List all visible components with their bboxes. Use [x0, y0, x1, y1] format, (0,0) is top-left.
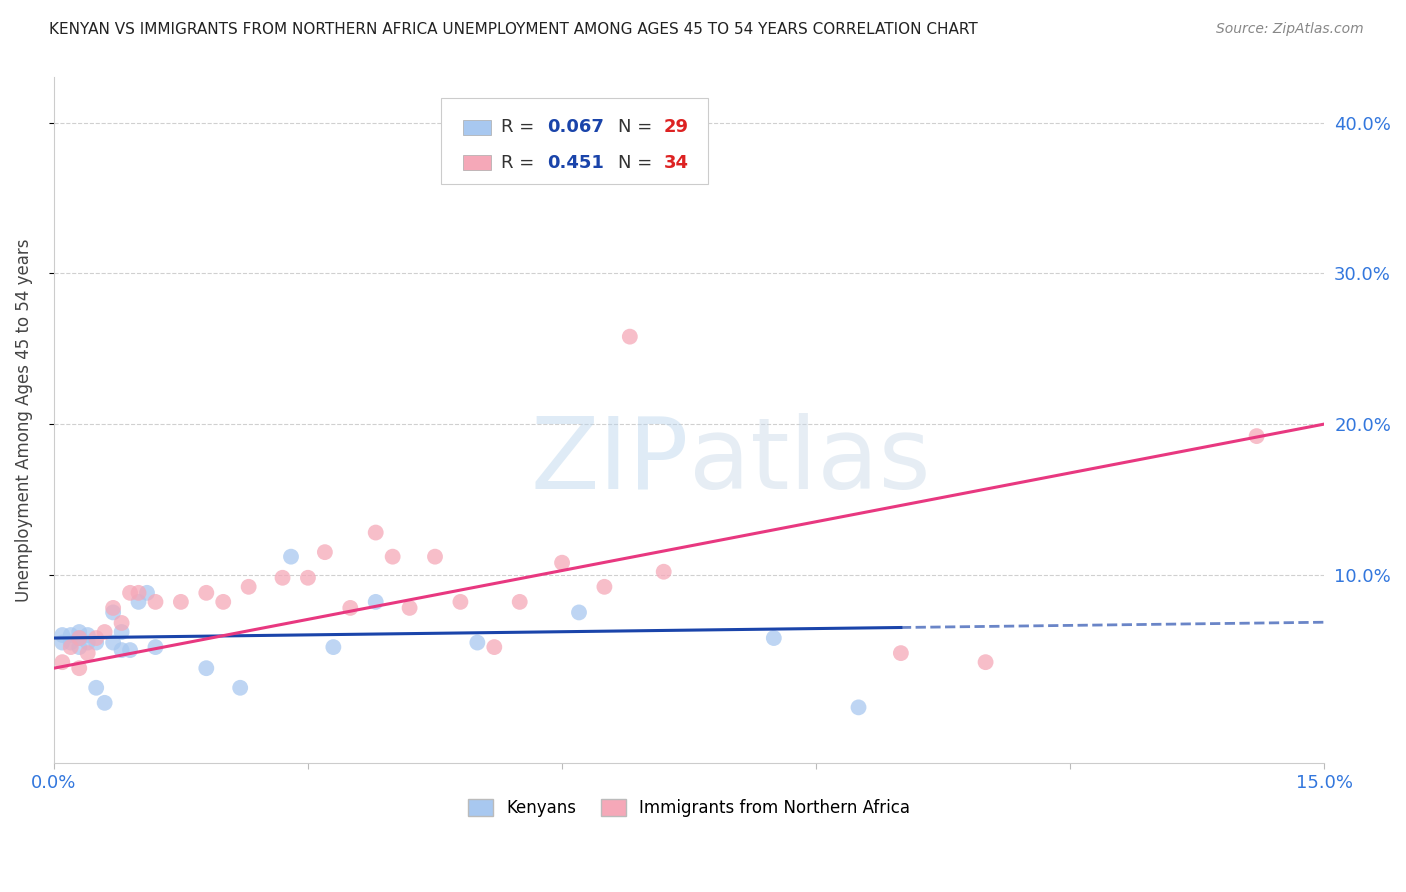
- Point: [762, 631, 785, 645]
- Point: [110, 643, 132, 657]
- Point: [568, 606, 591, 620]
- Point: [195, 586, 218, 600]
- Text: 0.067: 0.067: [547, 119, 603, 136]
- Point: [59, 635, 82, 649]
- Point: [76, 646, 98, 660]
- Y-axis label: Unemployment Among Ages 45 to 54 years: Unemployment Among Ages 45 to 54 years: [15, 238, 32, 602]
- Point: [271, 571, 294, 585]
- Point: [238, 580, 260, 594]
- Point: [364, 595, 387, 609]
- Point: [59, 628, 82, 642]
- Point: [51, 635, 73, 649]
- Point: [51, 655, 73, 669]
- Point: [297, 571, 319, 585]
- Point: [128, 586, 150, 600]
- Point: [67, 631, 90, 645]
- FancyBboxPatch shape: [463, 155, 491, 170]
- Point: [145, 595, 167, 609]
- Point: [101, 606, 124, 620]
- Point: [467, 635, 489, 649]
- Text: Source: ZipAtlas.com: Source: ZipAtlas.com: [1216, 22, 1364, 37]
- Text: ZIP: ZIP: [530, 413, 689, 510]
- Text: N =: N =: [619, 154, 658, 172]
- Point: [110, 615, 132, 630]
- Point: [84, 635, 107, 649]
- Point: [449, 595, 471, 609]
- Text: KENYAN VS IMMIGRANTS FROM NORTHERN AFRICA UNEMPLOYMENT AMONG AGES 45 TO 54 YEARS: KENYAN VS IMMIGRANTS FROM NORTHERN AFRIC…: [49, 22, 979, 37]
- Point: [51, 628, 73, 642]
- Point: [84, 681, 107, 695]
- Point: [381, 549, 404, 564]
- Point: [84, 631, 107, 645]
- Point: [145, 640, 167, 654]
- Text: atlas: atlas: [689, 413, 931, 510]
- Text: 34: 34: [664, 154, 689, 172]
- Point: [890, 646, 912, 660]
- Point: [120, 586, 142, 600]
- Point: [76, 628, 98, 642]
- Point: [128, 595, 150, 609]
- Point: [93, 696, 115, 710]
- Point: [322, 640, 344, 654]
- Point: [76, 635, 98, 649]
- Point: [67, 631, 90, 645]
- FancyBboxPatch shape: [441, 98, 709, 184]
- Point: [67, 640, 90, 654]
- Text: 29: 29: [664, 119, 689, 136]
- Point: [67, 625, 90, 640]
- Point: [423, 549, 446, 564]
- Point: [195, 661, 218, 675]
- Point: [212, 595, 235, 609]
- Point: [848, 700, 870, 714]
- Text: R =: R =: [501, 154, 540, 172]
- Point: [280, 549, 302, 564]
- Point: [398, 601, 420, 615]
- Point: [101, 635, 124, 649]
- Text: 0.451: 0.451: [547, 154, 603, 172]
- Legend: Kenyans, Immigrants from Northern Africa: Kenyans, Immigrants from Northern Africa: [461, 792, 917, 823]
- Point: [364, 525, 387, 540]
- Point: [101, 601, 124, 615]
- Point: [509, 595, 531, 609]
- Point: [593, 580, 616, 594]
- Point: [339, 601, 361, 615]
- Point: [551, 556, 574, 570]
- Point: [314, 545, 336, 559]
- Point: [484, 640, 506, 654]
- Text: N =: N =: [619, 119, 658, 136]
- Point: [93, 625, 115, 640]
- Point: [59, 640, 82, 654]
- Point: [120, 643, 142, 657]
- Text: R =: R =: [501, 119, 540, 136]
- Point: [1246, 429, 1268, 443]
- Point: [974, 655, 997, 669]
- Point: [110, 625, 132, 640]
- Point: [67, 661, 90, 675]
- Point: [136, 586, 159, 600]
- Point: [229, 681, 252, 695]
- FancyBboxPatch shape: [463, 120, 491, 135]
- Point: [619, 329, 641, 343]
- Point: [170, 595, 193, 609]
- Point: [652, 565, 675, 579]
